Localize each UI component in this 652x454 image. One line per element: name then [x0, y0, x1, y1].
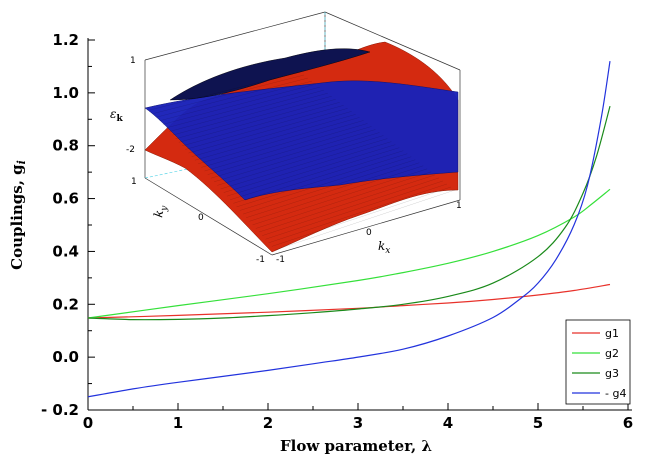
series-line-g1 — [87, 283, 611, 319]
inset-mesh-line — [191, 111, 352, 157]
x-tick-label: 0 — [83, 414, 93, 432]
inset-surface-plot: 1 -2 1 0 -1 -1 0 1 εk ky kx — [110, 11, 462, 265]
inset-mesh-line — [182, 102, 340, 147]
inset-mesh-line — [249, 165, 424, 222]
x-tick-label: 1 — [173, 414, 183, 432]
inset-mesh-line — [153, 74, 305, 114]
y-tick-label: 0.2 — [52, 295, 79, 313]
inset-mesh-line — [169, 90, 324, 132]
inset-mesh — [149, 71, 456, 251]
inset-y-tick: 1 — [131, 177, 137, 187]
inset-mesh-line — [230, 147, 400, 200]
y-tick-label: 0.4 — [52, 242, 79, 260]
x-axis-title: Flow parameter, λ — [280, 437, 432, 454]
inset-mesh-line — [162, 83, 316, 125]
inset-mesh-line — [268, 183, 448, 243]
inset-mesh-line — [223, 141, 392, 193]
inset-mesh-line — [271, 186, 452, 247]
y-tick-label: - 0.2 — [41, 401, 79, 419]
inset-mesh-line — [204, 123, 368, 172]
legend-label: g3 — [605, 367, 619, 380]
inset-mesh-line — [198, 117, 360, 164]
inset-y-label: ky — [151, 203, 170, 219]
inset-mesh-line — [172, 93, 328, 136]
y-tick-label: 0.0 — [52, 348, 79, 366]
inset-y-tick: 0 — [198, 213, 204, 223]
inset-y-tick: -1 — [256, 255, 265, 265]
inset-mesh-line — [194, 114, 356, 161]
y-tick-label: 1.0 — [52, 84, 79, 102]
x-tick-label: 3 — [353, 414, 363, 432]
inset-mesh-line — [226, 144, 396, 197]
inset-z-tick: -2 — [126, 145, 135, 155]
inset-mesh-line — [265, 180, 444, 240]
axes — [87, 38, 632, 411]
series-line-g4 — [87, 61, 611, 398]
inset-mesh-line — [217, 135, 384, 186]
series-line-g3 — [87, 105, 611, 321]
inset-x-tick: 0 — [366, 228, 372, 238]
legend-label: - g4 — [605, 387, 626, 400]
inset-mesh-line — [252, 168, 428, 225]
inset-mesh-line — [159, 80, 312, 121]
inset-mesh-line — [274, 189, 456, 251]
inset-z-label: εk — [110, 107, 123, 124]
inset-x-label: kx — [378, 239, 390, 256]
inset-mesh-line — [246, 162, 420, 218]
inset-mesh-line — [220, 138, 388, 190]
inset-mesh-line — [214, 132, 380, 182]
inset-surface-blue — [144, 80, 459, 201]
inset-mesh-line — [255, 171, 432, 229]
inset-x-tick: 1 — [456, 201, 462, 211]
legend: g1 g2 g3 - g4 — [565, 319, 631, 405]
inset-mesh-line — [239, 156, 412, 211]
inset-x-tick: -1 — [276, 255, 285, 265]
inset-mesh-line — [210, 129, 376, 179]
inset-mesh-line — [201, 120, 364, 168]
inset-mesh-line — [233, 150, 404, 204]
inset-mesh-line — [262, 177, 440, 236]
inset-mesh-line — [178, 99, 336, 143]
y-tick-label: 0.8 — [52, 137, 79, 155]
inset-mesh-line — [207, 126, 372, 175]
legend-label: g1 — [605, 327, 619, 340]
x-tick-label: 4 — [443, 414, 453, 432]
inset-mesh-line — [156, 77, 308, 118]
y-axis-title: Couplings, gi — [8, 160, 28, 270]
inset-mesh-line — [165, 87, 320, 129]
y-tick-label: 1.2 — [52, 31, 79, 49]
ticks-layer: 0 1 2 3 4 5 6 - 0.2 0.0 0.2 0.4 0.6 0.8 1.0 1.2 — [41, 31, 633, 432]
y-tick-label: 0.6 — [52, 190, 79, 208]
inset-mesh-line — [175, 96, 332, 139]
inset-mesh-line — [188, 108, 348, 154]
x-tick-label: 2 — [263, 414, 273, 432]
x-tick-label: 6 — [623, 414, 633, 432]
main-plot: 0 1 2 3 4 5 6 - 0.2 0.0 0.2 0.4 0.6 0.8 1.0 1.2 Flow p… — [8, 31, 633, 454]
inset-mesh-line — [149, 71, 301, 111]
x-tick-label: 5 — [533, 414, 543, 432]
inset-mesh-line — [258, 174, 436, 233]
inset-mesh-line — [236, 153, 408, 208]
inset-surface-top — [169, 48, 371, 101]
series-layer — [87, 61, 611, 398]
inset-box-front — [144, 70, 461, 256]
legend-box — [565, 319, 631, 405]
legend-label: g2 — [605, 347, 619, 360]
inset-mesh-line — [242, 159, 416, 215]
inset-mesh-line — [185, 105, 344, 150]
inset-z-tick: 1 — [130, 56, 136, 66]
